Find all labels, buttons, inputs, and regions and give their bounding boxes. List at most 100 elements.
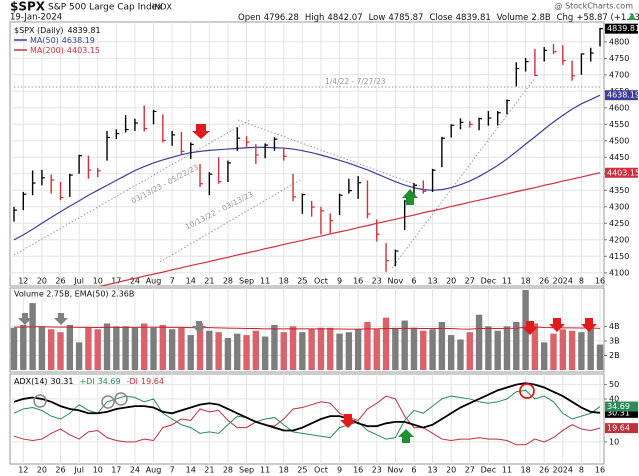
y-tick-label: 4600 (609, 103, 629, 112)
legend-name: $SPX (Daily) (14, 26, 64, 35)
volume-bar (559, 329, 566, 370)
quote-fields: Open 4796.28 High 4842.07 Low 4785.87 Close 483… (238, 13, 639, 23)
y-tick-label: 40 (609, 394, 619, 403)
volume-bar (261, 336, 269, 370)
value-box (605, 401, 638, 412)
x-tick-label: 21 (204, 466, 214, 475)
symbol: $SPX (10, 0, 46, 14)
volume-bar (475, 314, 483, 370)
volume-bar (103, 323, 111, 370)
volume-bar (280, 332, 287, 370)
volume-bar (364, 322, 371, 370)
security-name: S&P 500 Large Cap Index (48, 3, 163, 13)
volume-bar (392, 327, 399, 370)
volume-bar (243, 335, 250, 370)
volume-bar (206, 330, 213, 370)
legend-value: 4638.19 (62, 36, 95, 45)
legend-value: 19.64 (141, 377, 164, 386)
y-tick-label: 4100 (609, 268, 629, 277)
volume-bar (122, 326, 129, 370)
value-box-label: 30.31 (607, 408, 630, 417)
value-box-label: 4638.19 (607, 91, 639, 100)
volume-bar (447, 335, 455, 370)
volume-bar (141, 323, 148, 370)
x-tick-label: 2024 (553, 277, 573, 286)
field-value: +58.87 (+1.23%) (576, 13, 639, 23)
x-tick-label: 14 (186, 466, 196, 475)
signal-circle (519, 383, 535, 399)
volume-bar (85, 327, 92, 370)
y-tick-label: 4750 (609, 54, 629, 63)
y-tick-label: 2B (609, 351, 620, 360)
x-tick-label: Dec (481, 277, 496, 286)
field-value: 4842.07 (327, 13, 362, 23)
volume-bar (568, 330, 576, 370)
volume-bar (429, 329, 436, 370)
x-tick-label: 23 (372, 466, 382, 475)
x-tick-label: 9 (337, 277, 342, 286)
volume-bar (178, 327, 185, 370)
x-tick-label: Oct (314, 277, 328, 286)
x-tick-label: 9 (337, 466, 342, 475)
volume-bar (215, 332, 222, 370)
y-tick-label: 50 (609, 380, 619, 389)
field-name: Open (238, 13, 261, 23)
x-tick-label: 11 (502, 466, 512, 475)
y-tick-label: 4250 (609, 219, 629, 228)
y-tick-label: 4500 (609, 136, 629, 145)
volume-bar (234, 333, 241, 370)
field-value: 4839.81 (456, 13, 491, 23)
volume-bar (271, 324, 278, 370)
volume-bar (75, 342, 83, 370)
x-tick-label: 13 (427, 277, 437, 286)
x-tick-label: 26 (539, 277, 549, 286)
volume-bar (327, 327, 334, 370)
volume-bar (94, 329, 101, 370)
volume-bar (48, 329, 55, 370)
volume-bar (596, 344, 604, 370)
trendline (237, 119, 421, 187)
volume-bar (420, 330, 427, 370)
grid-layer: 4100415042004250430043504400445045004550… (10, 22, 629, 475)
exchange: INDX (152, 3, 173, 12)
volume-bar (336, 333, 343, 370)
x-tick-label: 8 (579, 277, 584, 286)
volume-bar (485, 326, 492, 370)
x-tick-label: Sep (239, 277, 254, 286)
x-tick-label: 28 (223, 466, 233, 475)
line (97, 172, 601, 286)
volume-bar (187, 335, 194, 370)
x-tick-label: 26 (55, 466, 65, 475)
volume-bar (299, 332, 306, 370)
volume-bar (457, 339, 464, 370)
volume-bar (308, 329, 315, 370)
x-tick-label: 18 (520, 466, 530, 475)
x-tick-label: Jul (73, 277, 84, 286)
field-name: Low (369, 13, 386, 23)
legend-name: ADX(14) (14, 377, 48, 386)
x-tick-label: Dec (481, 466, 496, 475)
y-tick-label: 10 (609, 437, 619, 446)
x-tick-label: 12 (18, 277, 28, 286)
sell-arrow (192, 124, 210, 139)
volume-bar (438, 322, 446, 370)
x-tick-label: 10 (93, 277, 103, 286)
volume-bar (531, 323, 539, 370)
credit: @ StockCharts.com (555, 2, 634, 11)
volume-bar (587, 327, 594, 370)
value-box (605, 167, 638, 178)
volume-bar (224, 338, 232, 370)
legend-name: -DI (127, 377, 138, 386)
x-tick-label: 16 (595, 466, 605, 475)
y-tick-label: 4300 (609, 202, 629, 211)
x-tick-label: 17 (111, 277, 121, 286)
x-tick-label: 25 (297, 466, 307, 475)
volume-bar (66, 324, 74, 370)
x-tick-label: 11 (502, 277, 512, 286)
x-tick-label: Jul (73, 466, 84, 475)
volume-arrow (522, 321, 538, 335)
x-tick-label: Oct (314, 466, 328, 475)
x-tick-label: 6 (411, 277, 416, 286)
volume-bar (382, 317, 390, 370)
